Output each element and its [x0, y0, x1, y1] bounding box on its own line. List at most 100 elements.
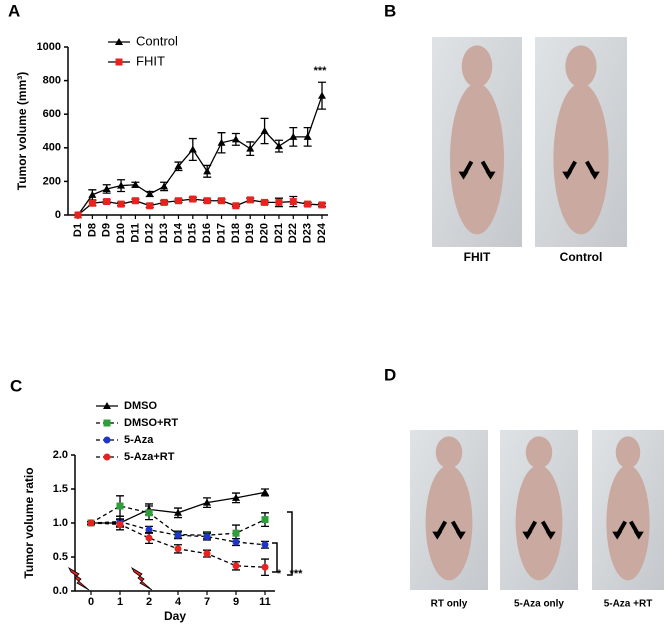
marker [203, 533, 211, 541]
x-tick-label: D19 [244, 223, 256, 243]
x-tick-label: D11 [129, 223, 141, 243]
marker [74, 211, 82, 219]
x-tick-label: 2 [146, 596, 152, 608]
marker [160, 198, 168, 206]
mouse-head [435, 436, 463, 469]
arrow-head [455, 531, 466, 540]
y-tick-label: 0.5 [53, 551, 68, 563]
mouse-head [565, 45, 597, 88]
photo-caption: 5-Aza only [514, 599, 564, 610]
mouse-body [515, 465, 563, 581]
legend-marker [115, 58, 123, 66]
legend-marker [103, 419, 111, 427]
x-tick-label: D1 [72, 223, 84, 237]
marker [289, 198, 297, 206]
marker [232, 562, 240, 570]
legend-marker [103, 453, 111, 461]
marker [174, 197, 182, 205]
lightning-icon [68, 566, 90, 591]
marker [102, 184, 111, 192]
marker [246, 144, 255, 152]
x-tick-label: 7 [204, 596, 210, 608]
x-tick-label: D14 [172, 222, 184, 243]
arrow-head [522, 531, 533, 540]
y-tick-label: 800 [43, 75, 61, 87]
annotation: *** [290, 568, 304, 580]
panel-label: A [8, 1, 20, 20]
arrow-head [432, 531, 443, 540]
x-tick-label: 9 [233, 596, 239, 608]
marker [261, 541, 269, 549]
marker [188, 145, 197, 153]
x-tick-label: D9 [101, 223, 113, 237]
panel-label: C [10, 376, 22, 395]
marker [261, 488, 269, 496]
marker [88, 190, 97, 198]
photo-caption: Control [560, 250, 603, 264]
marker [145, 190, 154, 197]
mouse-head [525, 436, 553, 469]
panel-label: D [384, 365, 396, 384]
marker [145, 526, 153, 534]
x-tick-label: D15 [187, 223, 199, 243]
panel-label: B [384, 1, 396, 20]
marker [145, 509, 153, 517]
arrow-head [485, 171, 496, 180]
y-tick-label: 1.0 [53, 517, 68, 529]
arrow-head [633, 531, 644, 540]
marker [174, 531, 182, 539]
photo-caption: FHIT [464, 250, 491, 264]
legend-label: 5-Aza [124, 434, 154, 446]
mouse-body [450, 83, 504, 235]
x-tick-label: D13 [158, 223, 170, 243]
mouse-body [606, 465, 650, 581]
marker [304, 200, 312, 208]
x-tick-label: D10 [115, 223, 127, 243]
legend-label: DMSO [124, 400, 157, 412]
marker [275, 198, 283, 206]
x-tick-label: D20 [258, 223, 270, 243]
series-line [77, 95, 323, 216]
x-axis-title: Day [164, 609, 186, 623]
marker [232, 493, 240, 501]
x-tick-label: 4 [175, 596, 182, 608]
photos: FHIT Control RT only 5-Aza only 5-Aza +RT [410, 37, 664, 610]
x-tick-label: D17 [215, 223, 227, 243]
marker [261, 516, 269, 524]
marker [231, 135, 240, 143]
marker [318, 201, 326, 209]
marker [160, 182, 169, 190]
photo-caption: 5-Aza +RT [604, 599, 653, 610]
marker [246, 196, 254, 204]
y-tick-label: 200 [43, 175, 61, 187]
marker [145, 534, 153, 542]
x-tick-label: 0 [88, 596, 94, 608]
x-tick-label: D18 [230, 223, 242, 243]
marker [261, 563, 269, 571]
marker [203, 498, 211, 506]
marker [174, 162, 183, 170]
legend-label: Control [136, 33, 178, 48]
marker [87, 519, 95, 527]
y-tick-label: 0 [55, 209, 61, 221]
marker [289, 132, 298, 140]
photo-caption: RT only [431, 599, 468, 610]
x-tick-label: D24 [316, 222, 328, 243]
marker [117, 200, 125, 208]
y-axis-title: Tumor volume ratio [22, 467, 36, 578]
x-tick-label: 11 [259, 596, 271, 608]
marker [274, 142, 283, 150]
legend-label: DMSO+RT [124, 417, 178, 429]
marker [261, 198, 269, 206]
mouse-body [425, 465, 473, 581]
marker [131, 180, 140, 188]
y-tick-label: 0.0 [53, 585, 68, 597]
legend-marker [103, 436, 111, 444]
marker [117, 181, 126, 189]
marker [303, 132, 312, 140]
marker [217, 138, 226, 146]
marker [174, 545, 182, 553]
plot: 0.0 0.5 1.0 1.5 2.0 0 1 2 4 7 9 11 Tumor volume rati… [22, 400, 303, 623]
